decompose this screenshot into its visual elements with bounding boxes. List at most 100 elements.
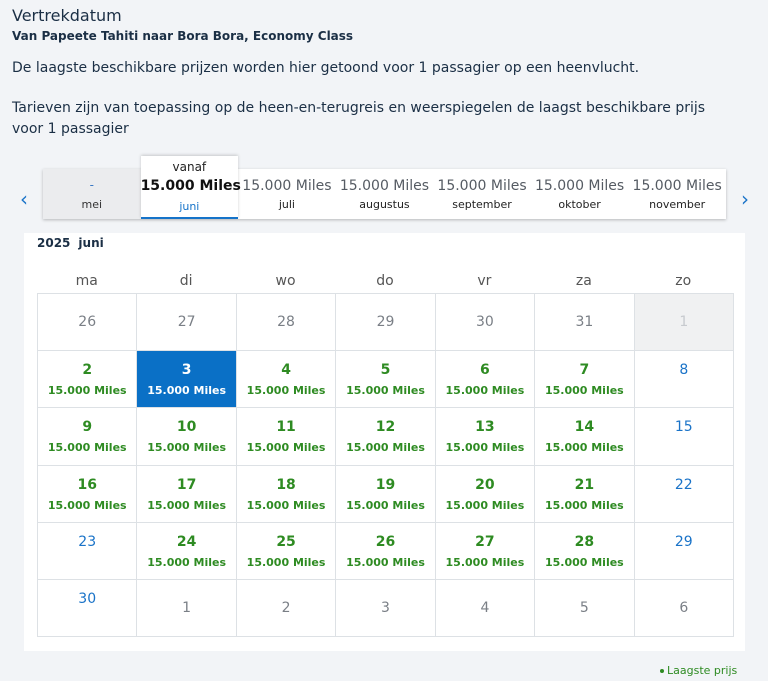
month-tab-price: 15.000 Miles xyxy=(339,178,430,194)
date-price: 15.000 Miles xyxy=(47,441,127,455)
date-cell[interactable]: 24 15.000 Miles xyxy=(137,522,237,580)
date-price: 15.000 Miles xyxy=(544,498,624,512)
chevron-left-icon[interactable]: ‹ xyxy=(20,187,28,211)
date-number: 29 xyxy=(674,533,693,550)
date-cell: 3 xyxy=(336,579,436,637)
date-price: 15.000 Miles xyxy=(445,441,525,455)
date-number: 5 xyxy=(380,362,391,379)
month-tab-price: - xyxy=(89,178,94,192)
date-price: 15.000 Miles xyxy=(346,555,425,569)
date-cell[interactable]: 27 15.000 Miles xyxy=(435,522,536,580)
date-number: 29 xyxy=(376,314,395,330)
date-number: 17 xyxy=(176,476,197,493)
date-cell[interactable]: 15 xyxy=(634,408,734,466)
date-number: 12 xyxy=(375,419,396,436)
date-number: 3 xyxy=(181,362,192,379)
date-cell[interactable]: 7 15.000 Miles xyxy=(535,351,635,409)
date-number: 16 xyxy=(77,476,97,493)
date-number: 27 xyxy=(475,533,495,550)
date-number: 14 xyxy=(574,419,595,436)
date-number: 11 xyxy=(276,419,296,436)
date-cell[interactable]: 29 xyxy=(634,522,734,580)
date-number: 30 xyxy=(78,590,97,607)
date-cell[interactable]: 18 15.000 Miles xyxy=(236,465,337,523)
date-cell: 5 xyxy=(535,579,635,637)
date-cell[interactable]: 13 15.000 Miles xyxy=(435,408,536,466)
month-tab-3[interactable]: 15.000 Miles augustus xyxy=(336,169,434,219)
date-cell[interactable]: 10 15.000 Miles xyxy=(137,408,237,466)
date-cell[interactable]: 4 15.000 Miles xyxy=(236,351,337,409)
date-number: 1 xyxy=(182,599,192,616)
date-cell: 2 xyxy=(236,579,337,637)
date-cell[interactable]: 25 15.000 Miles xyxy=(236,522,337,580)
month-tab-label: september xyxy=(452,198,512,211)
date-price: 15.000 Miles xyxy=(47,498,127,512)
calendar-month: juni xyxy=(78,236,104,250)
calendar-heading: 2025 juni xyxy=(37,236,112,250)
date-cell[interactable]: 26 15.000 Miles xyxy=(336,522,436,580)
date-cell: 26 xyxy=(38,294,138,352)
date-cell[interactable]: 28 15.000 Miles xyxy=(535,522,635,580)
date-number: 21 xyxy=(574,476,595,493)
date-number: 28 xyxy=(277,314,295,330)
month-tab-price: 15.000 Miles xyxy=(140,178,241,194)
date-cell[interactable]: 11 15.000 Miles xyxy=(236,408,337,466)
selected-date-cell[interactable]: 3 15.000 Miles xyxy=(137,351,237,409)
date-price: 15.000 Miles xyxy=(544,384,624,398)
date-cell[interactable]: 30 xyxy=(38,579,138,637)
date-cell[interactable]: 8 xyxy=(634,351,734,409)
legend-label: Laagste prijs xyxy=(667,664,738,677)
month-tab-label: oktober xyxy=(558,198,601,211)
date-cell[interactable]: 6 15.000 Miles xyxy=(435,351,536,409)
date-number: 7 xyxy=(579,362,590,379)
date-cell[interactable]: 5 15.000 Miles xyxy=(336,351,436,409)
date-cell[interactable]: 21 15.000 Miles xyxy=(535,465,635,523)
date-cell: 1 xyxy=(137,579,237,637)
date-cell[interactable]: 9 15.000 Miles xyxy=(38,408,138,466)
month-tab-price: 15.000 Miles xyxy=(534,178,625,194)
date-price: 15.000 Miles xyxy=(445,555,525,569)
date-price: 15.000 Miles xyxy=(246,441,326,455)
month-selector: - mei vanaf 15.000 Miles juni 15.000 Miles jul… xyxy=(43,156,726,219)
date-price: 15.000 Miles xyxy=(147,384,227,398)
month-tab-5[interactable]: 15.000 Miles oktober xyxy=(531,169,629,219)
date-cell[interactable]: 16 15.000 Miles xyxy=(38,465,138,523)
date-cell[interactable]: 12 15.000 Miles xyxy=(336,408,436,466)
date-number: 30 xyxy=(476,314,494,330)
date-price: 15.000 Miles xyxy=(47,384,127,398)
date-cell: 4 xyxy=(435,579,536,637)
date-price: 15.000 Miles xyxy=(147,498,227,512)
date-price: 15.000 Miles xyxy=(246,384,326,398)
date-price: 15.000 Miles xyxy=(346,384,425,398)
date-price: 15.000 Miles xyxy=(445,384,525,398)
month-tab-price: 15.000 Miles xyxy=(632,178,722,194)
weekday-label: ma xyxy=(75,273,98,289)
date-cell[interactable]: 2 15.000 Miles xyxy=(38,351,138,409)
date-cell[interactable]: 23 xyxy=(38,522,138,580)
date-number: 2 xyxy=(82,362,93,379)
date-cell[interactable]: 19 15.000 Miles xyxy=(336,465,436,523)
month-tab-4[interactable]: 15.000 Miles september xyxy=(433,169,531,219)
weekday-label: zo xyxy=(675,273,692,289)
month-tab-label: augustus xyxy=(359,198,410,211)
date-number: 6 xyxy=(480,362,490,379)
date-number: 18 xyxy=(276,476,296,493)
date-cell[interactable]: 20 15.000 Miles xyxy=(435,465,536,523)
weekday-label: vr xyxy=(477,273,492,289)
date-cell: 29 xyxy=(336,294,436,352)
date-number: 20 xyxy=(475,476,495,493)
month-tab-6[interactable]: 15.000 Miles november xyxy=(628,169,726,219)
chevron-right-icon[interactable]: › xyxy=(741,187,749,211)
date-price: 15.000 Miles xyxy=(147,555,227,569)
month-tab-2[interactable]: 15.000 Miles juli xyxy=(238,169,336,219)
date-number: 5 xyxy=(579,599,589,616)
price-info-text: De laagste beschikbare prijzen worden hi… xyxy=(12,60,640,76)
month-tab-price: 15.000 Miles xyxy=(242,178,332,194)
date-cell[interactable]: 22 xyxy=(634,465,734,523)
month-tab-1[interactable]: vanaf 15.000 Miles juni xyxy=(140,156,241,219)
legend-dot-icon xyxy=(660,669,664,673)
date-cell[interactable]: 14 15.000 Miles xyxy=(535,408,635,466)
date-cell[interactable]: 17 15.000 Miles xyxy=(137,465,237,523)
month-tab-0: - mei xyxy=(43,169,141,219)
date-price: 15.000 Miles xyxy=(544,441,624,455)
